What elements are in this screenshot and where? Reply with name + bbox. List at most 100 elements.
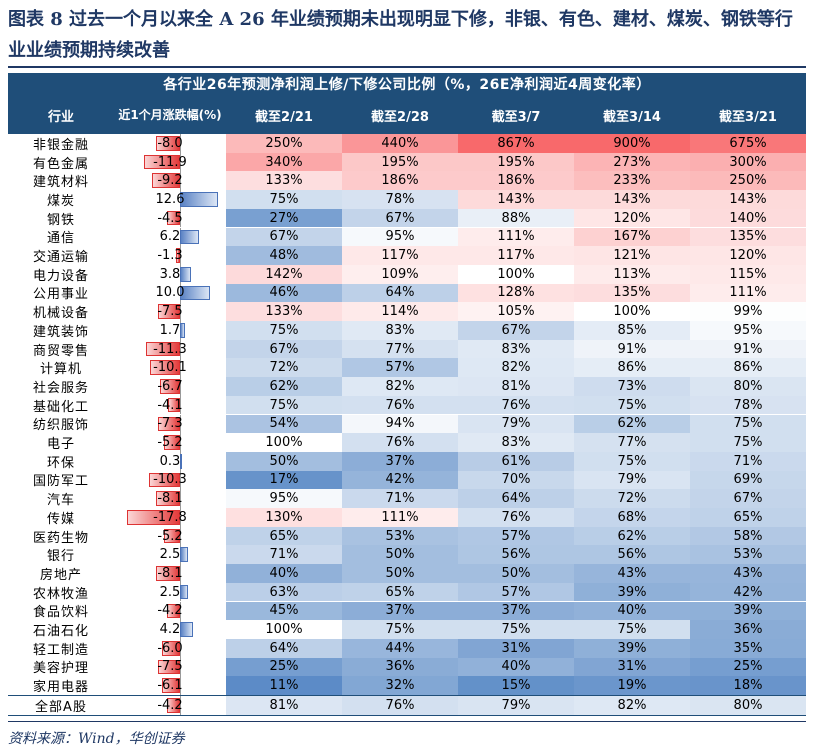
table-row: 食品饮料 -4.2 45% 37% 37% 40% 39%: [8, 601, 806, 621]
change-value: -11.3: [153, 341, 187, 357]
revision-ratio-cell: 43%: [690, 564, 806, 583]
revision-ratio-cell: 121%: [574, 246, 690, 265]
change-value: -7.3: [157, 416, 183, 432]
change-bar: [164, 435, 180, 450]
revision-ratio-cell: 135%: [690, 227, 806, 247]
industry-name: 机械设备: [32, 306, 89, 322]
revision-ratio-cell: 64%: [458, 489, 574, 508]
table-row: 公用事业 10.0 46% 64% 128% 135% 111%: [8, 283, 806, 303]
revision-ratio-cell: 83%: [458, 433, 574, 452]
change-value: -4.1: [157, 397, 183, 413]
change-value: -6.0: [157, 640, 183, 656]
revision-ratio-cell: 25%: [690, 657, 806, 677]
table-row: 国防军工 -10.3 17% 42% 70% 79% 69%: [8, 470, 806, 490]
revision-ratio-cell: 114%: [342, 302, 458, 321]
zero-axis: [180, 676, 181, 695]
change-value: -4.2: [157, 697, 183, 713]
table-header: 各行业26年预测净利润上修/下修公司比例（%，26E净利润近4周变化率） 行业 …: [8, 73, 806, 134]
revision-ratio-cell: 67%: [690, 489, 806, 508]
table-row: 农林牧渔 2.5 63% 65% 57% 39% 42%: [8, 582, 806, 602]
revision-ratio-cell: 81%: [226, 696, 342, 715]
revision-ratio-cell: 42%: [690, 582, 806, 602]
revision-ratio-cell: 117%: [342, 246, 458, 265]
change-bar: [167, 603, 180, 619]
industry-name: 农林牧渔: [32, 586, 89, 602]
change-bar: [180, 453, 182, 469]
change-bar: [158, 416, 180, 432]
change-bar: [180, 192, 218, 207]
revision-ratio-cell: 75%: [690, 414, 806, 434]
change-value: -6.1: [157, 678, 183, 694]
change-bar: [176, 248, 180, 263]
change-value: -4.2: [157, 603, 183, 619]
revision-ratio-cell: 71%: [342, 489, 458, 508]
revision-ratio-cell: 70%: [458, 470, 574, 490]
table-row: 社会服务 -6.7 62% 82% 81% 73% 80%: [8, 377, 806, 396]
revision-ratio-cell: 142%: [226, 264, 342, 284]
zero-axis: [180, 358, 181, 378]
revision-ratio-cell: 39%: [574, 582, 690, 602]
table-row: 石油石化 4.2 100% 75% 75% 75% 36%: [8, 620, 806, 639]
revision-ratio-cell: 91%: [574, 339, 690, 359]
industry-name: 基础化工: [32, 399, 89, 415]
industry-name: 建筑材料: [32, 175, 89, 191]
change-bar: [180, 266, 192, 282]
source-note: 资料来源：Wind，华创证券: [8, 731, 185, 747]
header-date-col: 截至3/21: [719, 110, 777, 125]
revision-ratio-cell: 77%: [574, 433, 690, 452]
change-bar: [157, 659, 180, 675]
revision-ratio-cell: 76%: [342, 395, 458, 415]
revision-ratio-cell: 56%: [574, 545, 690, 565]
revision-ratio-cell: 143%: [574, 190, 690, 209]
revision-ratio-cell: 44%: [342, 638, 458, 658]
revision-ratio-cell: 79%: [458, 696, 574, 715]
zero-axis: [180, 526, 181, 546]
change-bar: [180, 229, 199, 245]
header-date-col: 截至3/14: [603, 110, 661, 125]
change-bar: [144, 154, 180, 170]
zero-axis: [180, 638, 181, 658]
revision-ratio-cell: 115%: [690, 264, 806, 284]
revision-ratio-cell: 79%: [574, 470, 690, 490]
industry-name: 食品饮料: [32, 605, 89, 621]
zero-axis: [180, 171, 181, 191]
industry-name: 电子: [46, 437, 75, 453]
revision-ratio-cell: 56%: [458, 545, 574, 565]
revision-ratio-cell: 95%: [226, 489, 342, 508]
industry-name: 美容护理: [32, 661, 89, 677]
industry-name: 社会服务: [32, 380, 89, 396]
industry-name: 有色金属: [32, 156, 89, 172]
revision-ratio-cell: 71%: [690, 451, 806, 471]
revision-ratio-cell: 88%: [458, 208, 574, 228]
change-value: 4.2: [159, 622, 181, 638]
industry-name: 商贸零售: [32, 343, 89, 359]
change-bar: [152, 173, 180, 189]
revision-ratio-cell: 43%: [574, 564, 690, 583]
table-row: 机械设备 -7.5 133% 114% 105% 100% 99%: [8, 302, 806, 321]
table-row: 建筑装饰 1.7 75% 83% 67% 85% 95%: [8, 321, 806, 340]
revision-ratio-cell: 675%: [690, 134, 806, 153]
revision-ratio-cell: 80%: [690, 696, 806, 715]
change-value: -5.2: [157, 435, 183, 451]
revision-ratio-cell: 69%: [690, 470, 806, 490]
revision-ratio-cell: 113%: [574, 264, 690, 284]
change-value: -11.9: [153, 154, 187, 170]
table-row: 基础化工 -4.1 75% 76% 76% 75% 78%: [8, 395, 806, 415]
revision-ratio-cell: 57%: [342, 358, 458, 378]
revision-ratio-cell: 75%: [342, 620, 458, 639]
revision-ratio-cell: 50%: [342, 545, 458, 565]
revision-ratio-cell: 109%: [342, 264, 458, 284]
revision-ratio-cell: 143%: [690, 190, 806, 209]
change-bar: [180, 285, 210, 301]
revision-ratio-cell: 64%: [342, 283, 458, 303]
revision-ratio-cell: 195%: [458, 152, 574, 172]
table-row: 通信 6.2 67% 95% 111% 167% 135%: [8, 227, 806, 247]
revision-ratio-cell: 133%: [226, 302, 342, 321]
revision-ratio-cell: 39%: [574, 638, 690, 658]
change-value: -10.1: [153, 360, 187, 376]
industry-name: 环保: [46, 455, 75, 471]
revision-ratio-cell: 31%: [458, 638, 574, 658]
industry-name: 煤炭: [46, 193, 75, 209]
table-row: 轻工制造 -6.0 64% 44% 31% 39% 35%: [8, 638, 806, 658]
revision-ratio-cell: 100%: [226, 620, 342, 639]
